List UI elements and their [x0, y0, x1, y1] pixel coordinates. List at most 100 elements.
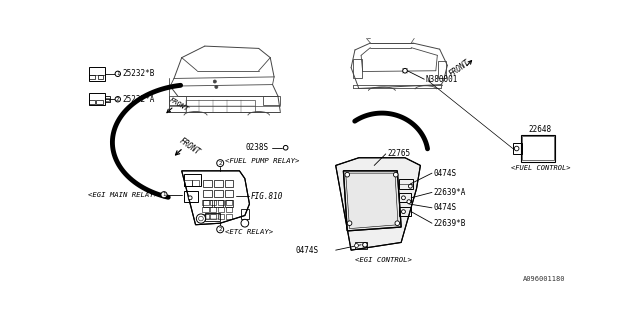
Bar — [520, 135, 555, 162]
Text: FRONT: FRONT — [448, 58, 472, 79]
Bar — [438, 61, 446, 78]
Circle shape — [355, 244, 358, 247]
Text: <EGI CONTROL>: <EGI CONTROL> — [355, 257, 412, 263]
Text: <FUEL CONTROL>: <FUEL CONTROL> — [511, 165, 571, 171]
Bar — [90, 93, 105, 105]
Circle shape — [401, 196, 405, 200]
Bar — [355, 242, 367, 249]
Polygon shape — [182, 171, 250, 225]
Text: 25232*B: 25232*B — [122, 69, 155, 78]
Bar — [225, 207, 232, 212]
Bar — [399, 207, 411, 215]
Polygon shape — [344, 171, 401, 231]
Bar — [218, 214, 224, 219]
Bar — [210, 207, 216, 212]
Bar — [210, 200, 216, 205]
Bar — [202, 207, 209, 212]
Bar — [206, 214, 219, 219]
Bar — [513, 143, 522, 154]
Circle shape — [217, 226, 223, 233]
Circle shape — [401, 210, 405, 213]
Text: 2: 2 — [218, 227, 222, 232]
Bar — [202, 214, 209, 219]
Bar — [263, 96, 280, 105]
Bar — [204, 180, 212, 187]
Bar — [168, 96, 186, 105]
Circle shape — [345, 172, 349, 177]
Text: 22639*A: 22639*A — [433, 188, 466, 197]
Text: 1: 1 — [116, 71, 120, 76]
Bar — [204, 200, 212, 207]
Bar — [225, 200, 232, 205]
Bar — [225, 180, 234, 187]
Circle shape — [241, 219, 249, 227]
Text: 0474S: 0474S — [433, 169, 456, 179]
Bar — [192, 180, 200, 186]
Bar — [399, 179, 413, 188]
Bar — [214, 200, 223, 207]
Text: FRONT: FRONT — [168, 97, 189, 113]
Bar — [202, 200, 209, 205]
Circle shape — [215, 85, 218, 88]
Bar — [90, 100, 95, 104]
Circle shape — [115, 71, 120, 76]
Bar — [210, 214, 216, 219]
Polygon shape — [336, 158, 420, 250]
Text: 22765: 22765 — [387, 149, 410, 158]
Bar — [90, 75, 95, 79]
Bar — [184, 191, 198, 202]
Bar — [98, 75, 103, 79]
Bar — [399, 193, 411, 202]
Text: A096001180: A096001180 — [523, 276, 565, 282]
Bar — [214, 190, 223, 197]
Circle shape — [198, 216, 204, 221]
Circle shape — [395, 221, 399, 226]
Circle shape — [403, 68, 407, 73]
Text: 22639*B: 22639*B — [433, 219, 466, 228]
Text: FRONT: FRONT — [178, 136, 202, 156]
Bar — [184, 174, 201, 186]
Bar — [241, 209, 249, 219]
Text: FIG.810: FIG.810 — [251, 192, 284, 201]
Bar — [105, 98, 109, 101]
Bar — [522, 136, 554, 160]
Circle shape — [408, 184, 412, 188]
Text: 0474S: 0474S — [296, 246, 319, 255]
Text: <ETC RELAY>: <ETC RELAY> — [225, 229, 273, 235]
Circle shape — [407, 200, 411, 204]
Circle shape — [284, 145, 288, 150]
Circle shape — [213, 80, 216, 83]
Bar — [205, 213, 220, 221]
Bar — [184, 180, 192, 186]
Bar — [105, 96, 110, 102]
Bar — [218, 207, 224, 212]
Circle shape — [196, 214, 205, 223]
Text: 22648: 22648 — [528, 125, 551, 134]
Bar — [225, 214, 232, 219]
Circle shape — [115, 97, 120, 102]
Bar — [90, 67, 105, 81]
Text: 25232*A: 25232*A — [122, 95, 155, 104]
Circle shape — [348, 221, 352, 226]
Bar — [204, 190, 212, 197]
Text: 2: 2 — [218, 161, 222, 166]
Text: 0474S: 0474S — [433, 203, 456, 212]
Text: 2: 2 — [116, 97, 120, 102]
Bar — [96, 100, 103, 104]
Text: N380001: N380001 — [426, 76, 458, 84]
Bar — [225, 200, 234, 207]
Text: <EGI MAIN RELAY>: <EGI MAIN RELAY> — [88, 192, 157, 198]
Text: <FUEL PUMP RELAY>: <FUEL PUMP RELAY> — [225, 158, 299, 164]
Text: 1: 1 — [163, 192, 166, 197]
Bar — [186, 100, 255, 112]
Circle shape — [363, 243, 367, 247]
Bar — [214, 180, 223, 187]
Circle shape — [161, 192, 167, 198]
Circle shape — [515, 146, 519, 151]
Circle shape — [217, 160, 223, 167]
Bar — [225, 190, 234, 197]
Bar — [353, 59, 362, 78]
Bar — [218, 200, 224, 205]
Text: 0238S: 0238S — [246, 143, 269, 152]
Circle shape — [188, 196, 192, 200]
